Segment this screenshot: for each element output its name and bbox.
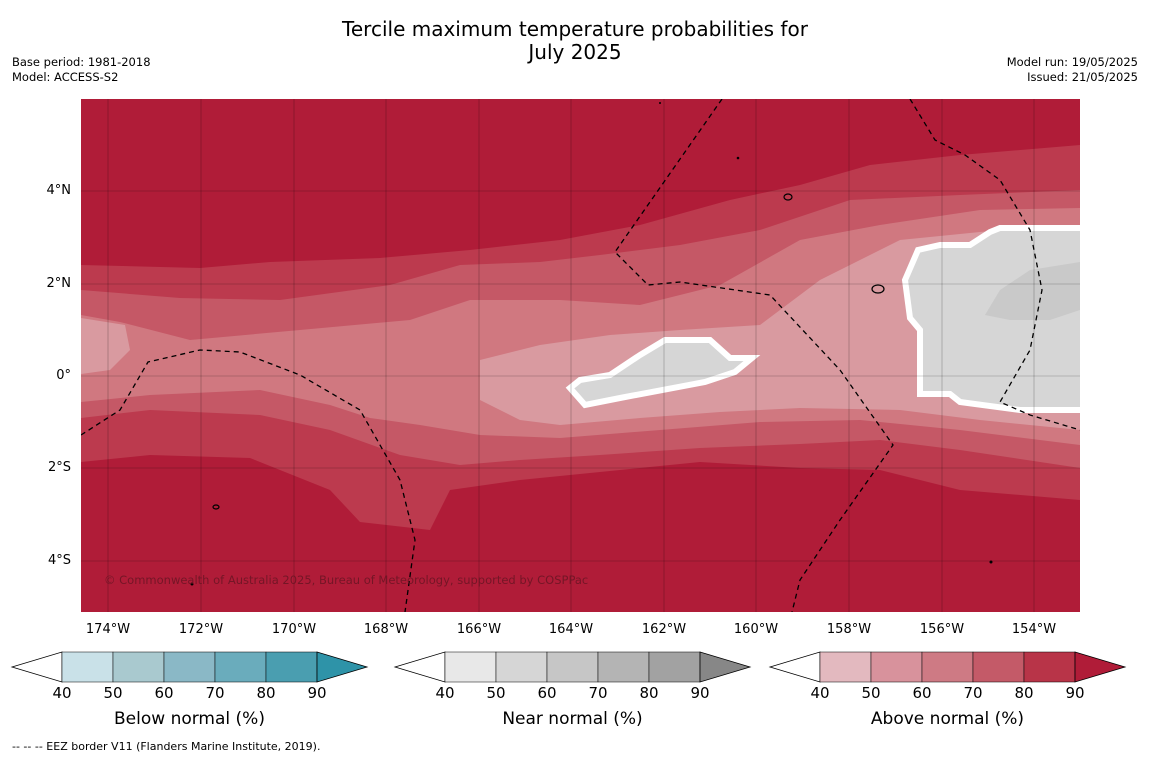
island — [212, 504, 220, 510]
colorbar-extend-high — [316, 651, 369, 683]
latitude-label: 4°N — [46, 183, 72, 198]
longitude-label: 154°W — [1011, 622, 1057, 637]
colorbar-tick: 90 — [1065, 684, 1085, 702]
colorbar-extend-high — [1074, 651, 1127, 683]
model-run: Model run: 19/05/2025 — [1006, 55, 1138, 69]
colorbar-title: Near normal (%) — [502, 709, 643, 729]
colorbar-tick: 50 — [486, 684, 506, 702]
colorbar-segment — [648, 651, 701, 683]
colorbar-segment — [819, 651, 872, 683]
longitude-label: 156°W — [919, 622, 965, 637]
colorbar-tick: 70 — [963, 684, 983, 702]
longitude-label: 162°W — [641, 622, 687, 637]
colorbar-tick: 90 — [307, 684, 327, 702]
colorbar-tick: 80 — [256, 684, 276, 702]
longitude-label: 172°W — [178, 622, 224, 637]
colorbar-tick: 60 — [537, 684, 557, 702]
colorbar-tick: 40 — [52, 684, 72, 702]
longitude-label: 166°W — [456, 622, 502, 637]
near-normal-east-outline — [901, 225, 1080, 413]
colorbar-segment — [112, 651, 165, 683]
longitude-label: 170°W — [271, 622, 317, 637]
longitude-label: 174°W — [85, 622, 131, 637]
colorbar-segment — [597, 651, 650, 683]
colorbar-tick: 60 — [154, 684, 174, 702]
colorbar-tick: 90 — [690, 684, 710, 702]
colorbars — [10, 651, 1127, 683]
colorbar-tick: 60 — [912, 684, 932, 702]
island — [659, 102, 661, 104]
above-50-band — [81, 318, 130, 374]
probability-field — [81, 99, 1080, 612]
colorbar-segment — [870, 651, 923, 683]
copyright-notice: © Commonwealth of Australia 2025, Bureau… — [104, 573, 589, 587]
issued-date: Issued: 21/05/2025 — [1027, 70, 1138, 84]
colorbar-segment — [1023, 651, 1076, 683]
colorbar-segment — [265, 651, 318, 683]
meta-right: Model run: 19/05/2025 Issued: 21/05/2025 — [1007, 55, 1138, 85]
island — [783, 193, 793, 201]
longitude-label: 168°W — [363, 622, 409, 637]
map-title: Tercile maximum temperature probabilitie… — [0, 18, 1150, 64]
colorbar-extend-high — [699, 651, 752, 683]
colorbar-extend-low — [10, 651, 63, 683]
latitude-label: 0° — [56, 368, 71, 383]
colorbar-tick: 50 — [861, 684, 881, 702]
base-period: Base period: 1981-2018 — [12, 55, 151, 69]
eez-border — [614, 99, 894, 612]
island — [736, 156, 740, 160]
near-normal-east — [905, 228, 1080, 410]
colorbar-title: Above normal (%) — [870, 709, 1025, 729]
colorbar-extend-low — [393, 651, 446, 683]
near-normal-central — [570, 340, 752, 405]
colorbar-tick: 40 — [810, 684, 830, 702]
model-name: Model: ACCESS-S2 — [12, 70, 119, 84]
colorbar-segment — [546, 651, 599, 683]
colorbar-tick: 70 — [588, 684, 608, 702]
near-normal-east-inner — [985, 262, 1080, 320]
eez-border — [909, 99, 1080, 431]
colorbar-extend-low — [768, 651, 821, 683]
island — [989, 560, 993, 564]
colorbar-segment — [163, 651, 216, 683]
colorbar-tick: 50 — [103, 684, 123, 702]
colorbar-segment — [214, 651, 267, 683]
longitude-label: 164°W — [548, 622, 594, 637]
colorbar-segment — [972, 651, 1025, 683]
colorbar-tick: 80 — [639, 684, 659, 702]
longitude-label: 160°W — [733, 622, 779, 637]
meta-left: Base period: 1981-2018 Model: ACCESS-S2 — [12, 55, 151, 85]
title-line-2: July 2025 — [528, 40, 622, 64]
colorbar-segment — [444, 651, 497, 683]
eez-border — [81, 349, 416, 612]
longitude-label: 158°W — [826, 622, 872, 637]
colorbar-tick: 40 — [435, 684, 455, 702]
colorbar-segment — [495, 651, 548, 683]
near-normal-central-outline — [565, 337, 761, 409]
title-line-1: Tercile maximum temperature probabilitie… — [342, 17, 808, 41]
colorbar-tick: 80 — [1014, 684, 1034, 702]
latitude-label: 2°S — [47, 460, 71, 475]
colorbar-title: Below normal (%) — [114, 709, 265, 729]
map-grid — [81, 99, 1080, 612]
island — [190, 582, 194, 586]
eez-footnote: -- -- -- EEZ border V11 (Flanders Marine… — [12, 740, 321, 753]
latitude-label: 4°S — [47, 553, 71, 568]
latitude-label: 2°N — [46, 276, 72, 291]
colorbar-segment — [61, 651, 114, 683]
colorbar-segment — [921, 651, 974, 683]
island — [871, 284, 885, 294]
colorbar-tick: 70 — [205, 684, 225, 702]
